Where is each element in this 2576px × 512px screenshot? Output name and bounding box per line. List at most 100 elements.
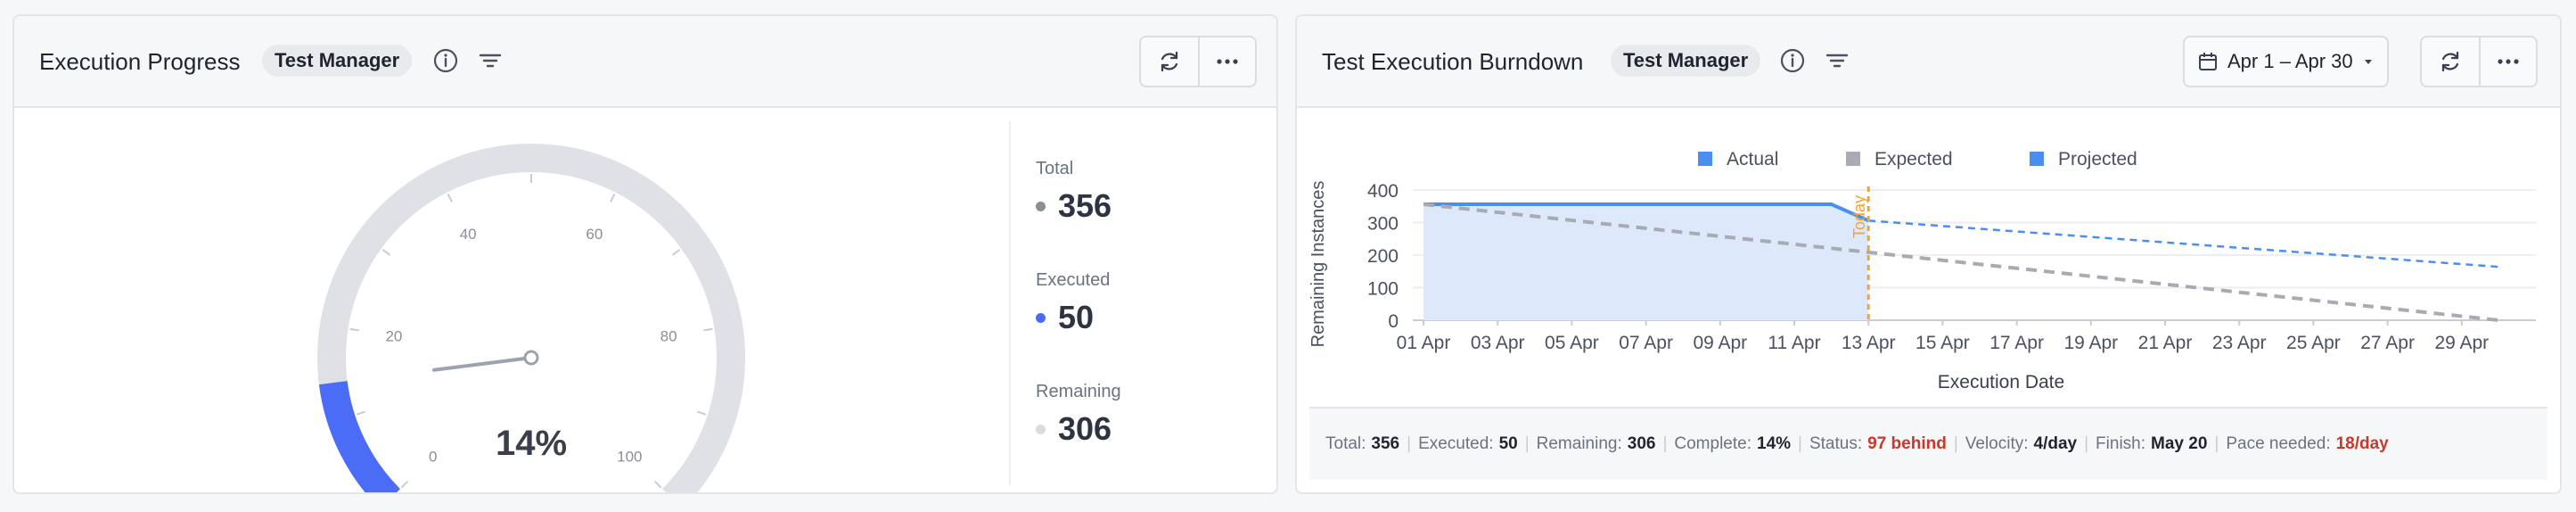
gauge-tick-label: 100	[617, 448, 642, 465]
footer-item-label: Status:	[1809, 434, 1863, 453]
footer-item: Status: 97 behind	[1809, 434, 1947, 454]
gauge-percent-label: 14%	[496, 424, 567, 463]
footer-item-label: Total:	[1325, 434, 1366, 453]
x-tick-label: 21 Apr	[2138, 333, 2193, 353]
filter-icon[interactable]	[1821, 45, 1853, 77]
date-range-picker[interactable]: Apr 1 – Apr 30	[2183, 36, 2389, 87]
x-tick-label: 03 Apr	[1471, 333, 1525, 353]
gauge-tick	[703, 327, 713, 332]
series-expected-line	[1423, 202, 2499, 322]
x-tick-label: 27 Apr	[2360, 333, 2415, 353]
executed-dot	[1036, 312, 1046, 323]
footer-separator: |	[2084, 434, 2089, 453]
footer-separator: |	[1524, 434, 1530, 453]
footer-item: Executed: 50	[1418, 434, 1518, 454]
footer-separator: |	[1798, 434, 1802, 453]
stat-total-label: Total	[1036, 159, 1074, 178]
execution-progress-panel: Execution Progress Test Manager 0 20 40 60 8…	[12, 14, 1278, 494]
x-tick-label: 01 Apr	[1397, 333, 1451, 353]
footer-item-label: Pace needed:	[2226, 434, 2331, 453]
footer-item-label: Finish:	[2096, 434, 2146, 453]
footer-item: Total: 356	[1325, 434, 1399, 454]
stat-executed-label: Executed	[1036, 270, 1111, 290]
calendar-icon	[2199, 53, 2217, 70]
footer-separator: |	[1953, 434, 1958, 453]
footer-item-value: May 20	[2151, 434, 2208, 453]
more-icon	[2498, 59, 2519, 64]
gauge-needle-hub	[523, 350, 539, 366]
gauge-tick-label: 80	[660, 328, 677, 345]
y-tick-label: 400	[1367, 181, 1399, 202]
footer-item-label: Velocity:	[1965, 434, 2029, 453]
x-tick-label: 23 Apr	[2212, 333, 2267, 353]
legend-label-expected: Expected	[1875, 149, 1953, 169]
footer-item-value: 18/day	[2335, 434, 2389, 453]
stat-executed-value: 50	[1036, 299, 1094, 336]
footer-separator: |	[1662, 434, 1668, 453]
stat-total-value: 356	[1036, 187, 1112, 225]
stat-remaining-value: 306	[1036, 410, 1112, 448]
refresh-icon	[2441, 51, 2459, 72]
x-tick-label: 25 Apr	[2286, 333, 2341, 353]
gauge-track	[317, 144, 745, 492]
burndown-chart: Actual Expected Projected 0 100 200 300 400 Rema…	[1309, 149, 2536, 392]
info-icon[interactable]	[430, 45, 462, 77]
gauge-tick-label: 60	[586, 226, 603, 243]
caret-down-icon	[2364, 60, 2372, 64]
legend-swatch-actual	[1698, 152, 1712, 166]
y-axis-title: Remaining Instances	[1309, 181, 1328, 348]
filter-icon[interactable]	[474, 45, 506, 77]
footer-item-label: Executed:	[1418, 434, 1494, 453]
y-tick-label: 200	[1367, 246, 1399, 267]
y-tick-label: 100	[1367, 279, 1399, 300]
gauge-tick-label: 40	[460, 226, 477, 243]
refresh-button[interactable]	[2422, 37, 2479, 86]
gauge-tick	[400, 480, 409, 489]
remaining-dot	[1036, 424, 1046, 434]
footer-separator: |	[1407, 434, 1412, 453]
footer-separator: |	[2214, 434, 2219, 453]
actual-area	[1423, 204, 1869, 320]
x-tick-label: 29 Apr	[2434, 333, 2489, 353]
series-projected-line	[1868, 219, 2499, 268]
x-tick-label: 15 Apr	[1916, 333, 1970, 353]
y-tick-label: 0	[1388, 311, 1399, 332]
gauge-tick	[653, 480, 662, 489]
gauge-tick	[671, 249, 681, 256]
stats-divider	[1009, 121, 1011, 485]
stat-remaining-label: Remaining	[1036, 382, 1121, 401]
more-button[interactable]	[1198, 37, 1255, 86]
footer-item-label: Remaining:	[1536, 434, 1622, 453]
progress-gauge: 0 20 40 60 80 100 14%	[317, 144, 745, 492]
panel-title: Execution Progress	[39, 48, 241, 75]
footer-item-value: 14%	[1757, 434, 1792, 453]
y-tick-label: 300	[1367, 214, 1399, 235]
burndown-panel: Test Execution Burndown Test Manager Apr…	[1295, 14, 2562, 494]
x-tick-label: 13 Apr	[1842, 333, 1896, 353]
source-badge: Test Manager	[1611, 45, 1761, 77]
legend-label-projected: Projected	[2058, 149, 2137, 169]
legend-swatch-expected	[1846, 152, 1860, 166]
info-icon[interactable]	[1776, 45, 1809, 77]
footer-item: Remaining: 306	[1537, 434, 1656, 454]
footer-item-value: 306	[1627, 434, 1656, 453]
gauge-tick	[381, 249, 391, 256]
refresh-button[interactable]	[1141, 37, 1198, 86]
gauge-tick	[349, 327, 359, 332]
gauge-fill	[318, 380, 401, 492]
footer-item-label: Complete:	[1674, 434, 1752, 453]
total-dot	[1036, 201, 1046, 211]
legend-swatch-projected	[2030, 152, 2044, 166]
x-tick-label: 07 Apr	[1619, 333, 1673, 353]
panel-actions	[1139, 36, 1257, 87]
gauge-tick-label: 20	[385, 328, 402, 345]
source-badge: Test Manager	[262, 45, 413, 77]
footer-item: Pace needed: 18/day	[2226, 434, 2388, 454]
footer-item: Finish: May 20	[2096, 434, 2207, 454]
gauge-tick	[697, 410, 707, 416]
panel-header: Test Execution Burndown Test Manager Apr…	[1297, 16, 2560, 108]
more-button[interactable]	[2479, 37, 2536, 86]
x-tick-label: 05 Apr	[1545, 333, 1599, 353]
x-tick-label: 19 Apr	[2063, 333, 2118, 353]
x-axis-title: Execution Date	[1938, 372, 2064, 392]
